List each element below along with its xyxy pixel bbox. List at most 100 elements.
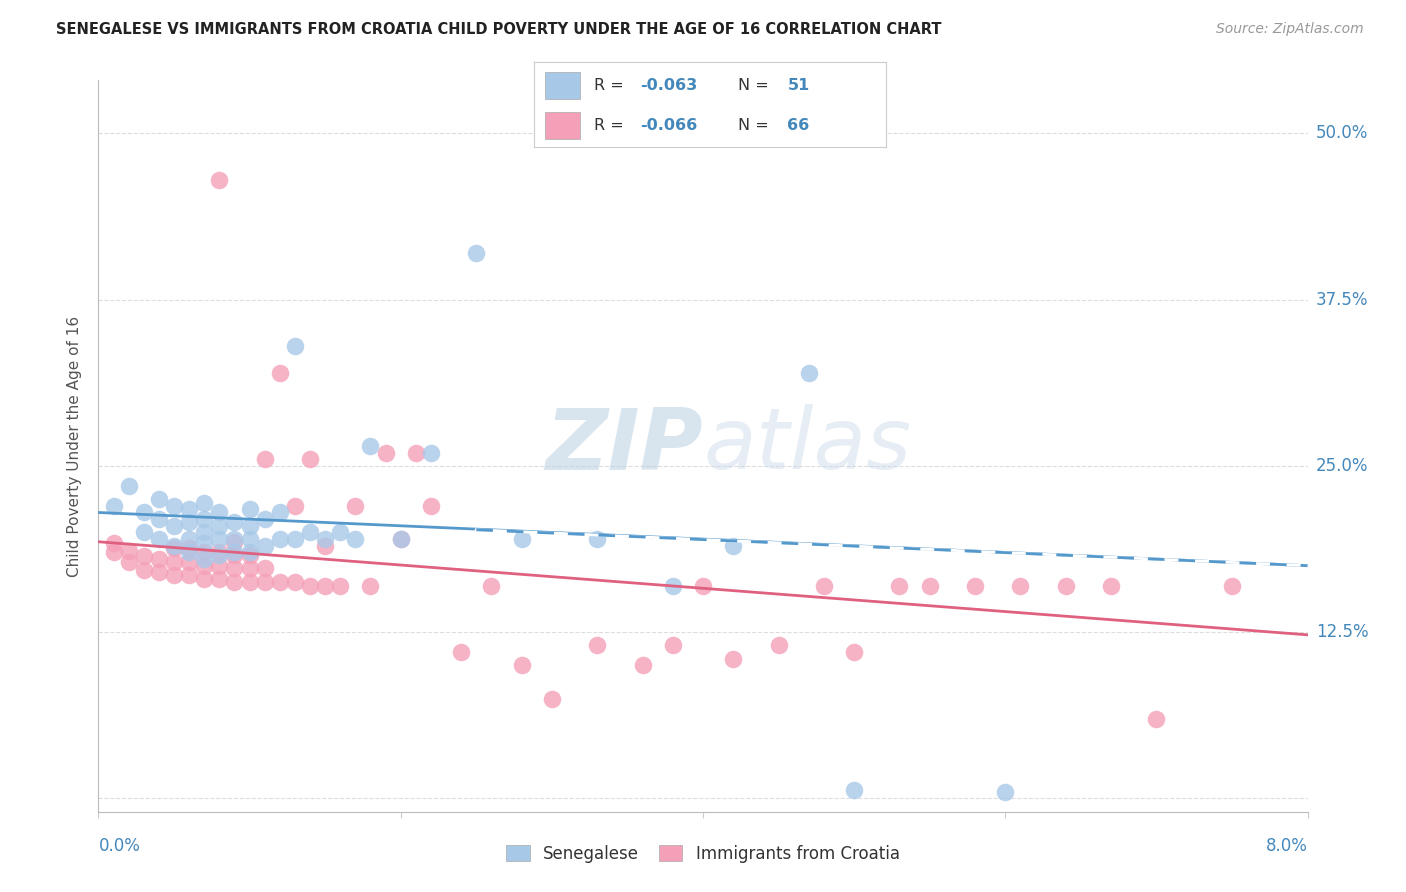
Point (193, 545, 215, 559)
Point (208, 572, 231, 586)
Point (208, 558, 231, 573)
Point (1010, 579, 1032, 593)
Point (1220, 579, 1243, 593)
Point (193, 552, 215, 566)
Point (118, 555, 141, 569)
Text: R =: R = (593, 118, 628, 133)
Point (661, 579, 683, 593)
Point (239, 532, 262, 546)
Point (479, 579, 503, 593)
Text: atlas: atlas (703, 404, 911, 488)
Point (692, 579, 714, 593)
Text: ZIP: ZIP (546, 404, 703, 488)
Point (163, 499, 186, 513)
Point (224, 548, 246, 562)
Point (193, 572, 215, 586)
Point (269, 366, 291, 380)
Point (299, 452, 322, 467)
Point (299, 579, 322, 593)
Point (239, 561, 262, 575)
Text: -0.063: -0.063 (640, 78, 697, 93)
Point (284, 532, 307, 546)
Point (253, 574, 276, 589)
Point (813, 579, 835, 593)
Point (1054, 579, 1077, 593)
Point (148, 512, 170, 526)
Point (193, 536, 215, 550)
Point (1099, 579, 1122, 593)
Point (405, 445, 427, 459)
Point (132, 563, 155, 577)
Point (224, 534, 246, 549)
Point (148, 552, 170, 566)
Point (661, 639, 683, 653)
Point (208, 532, 231, 546)
Point (314, 539, 336, 553)
Point (103, 499, 125, 513)
Text: SENEGALESE VS IMMIGRANTS FROM CROATIA CHILD POVERTY UNDER THE AGE OF 16 CORRELAT: SENEGALESE VS IMMIGRANTS FROM CROATIA CH… (56, 22, 942, 37)
Point (465, 246, 488, 260)
Point (179, 545, 201, 559)
Point (132, 525, 155, 540)
Point (269, 532, 291, 546)
Point (253, 561, 276, 575)
Point (329, 525, 352, 540)
Point (239, 545, 262, 559)
Point (359, 579, 381, 593)
Point (208, 545, 231, 559)
Point (723, 539, 745, 553)
Point (299, 525, 322, 540)
Point (389, 532, 412, 546)
Point (224, 574, 246, 589)
Point (179, 568, 201, 582)
Point (239, 518, 262, 533)
Point (844, 645, 866, 659)
Point (148, 566, 170, 580)
Point (163, 555, 186, 569)
Point (179, 515, 201, 529)
Point (239, 548, 262, 562)
Point (253, 539, 276, 553)
Point (631, 658, 654, 673)
Point (163, 518, 186, 533)
Point (103, 545, 125, 559)
Point (224, 532, 246, 546)
Point (284, 499, 307, 513)
Point (797, 366, 820, 380)
Point (768, 639, 790, 653)
Point (148, 492, 170, 507)
Point (994, 785, 1017, 799)
Point (269, 506, 291, 520)
Point (163, 541, 186, 556)
Point (359, 439, 381, 453)
Point (269, 574, 291, 589)
Point (208, 173, 231, 187)
Text: N =: N = (738, 78, 775, 93)
Point (224, 515, 246, 529)
Point (193, 512, 215, 526)
Point (314, 579, 336, 593)
Point (586, 639, 609, 653)
Text: 12.5%: 12.5% (1316, 624, 1368, 641)
Point (179, 541, 201, 556)
Text: 50.0%: 50.0% (1316, 125, 1368, 143)
Point (224, 561, 246, 575)
Text: 51: 51 (787, 78, 810, 93)
Y-axis label: Child Poverty Under the Age of 16: Child Poverty Under the Age of 16 (67, 316, 83, 576)
Point (224, 545, 246, 559)
Point (208, 506, 231, 520)
Point (918, 579, 941, 593)
Point (1144, 712, 1167, 726)
FancyBboxPatch shape (544, 71, 581, 99)
Point (132, 549, 155, 564)
Text: R =: R = (593, 78, 628, 93)
Text: N =: N = (738, 118, 775, 133)
Point (208, 548, 231, 562)
Point (450, 645, 472, 659)
Text: 25.0%: 25.0% (1316, 457, 1368, 475)
Point (163, 568, 186, 582)
Point (208, 518, 231, 533)
Point (329, 579, 352, 593)
Point (344, 499, 367, 513)
Text: 37.5%: 37.5% (1316, 291, 1368, 309)
